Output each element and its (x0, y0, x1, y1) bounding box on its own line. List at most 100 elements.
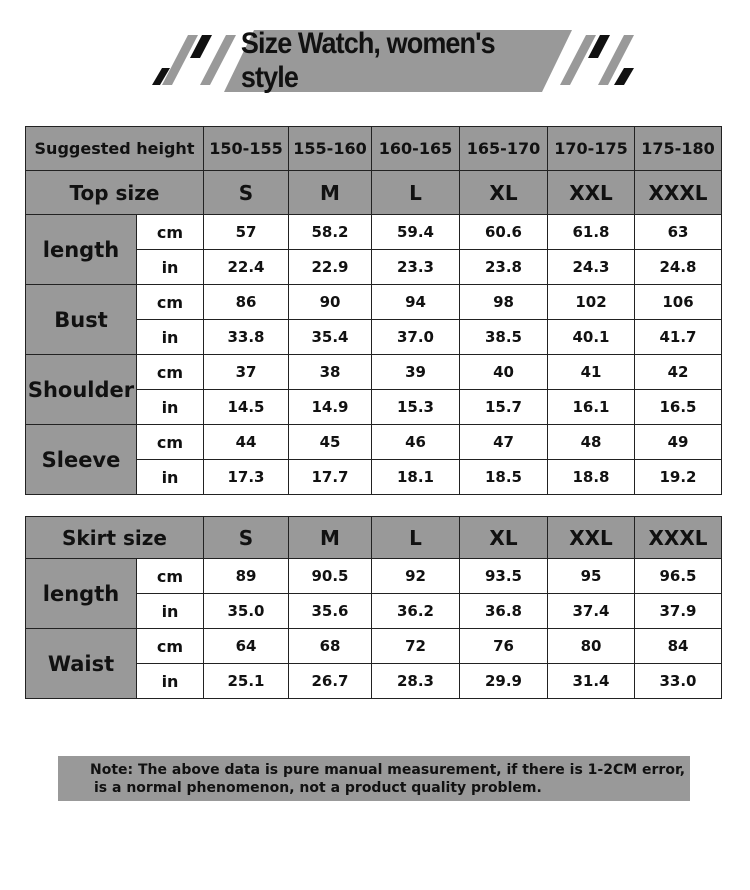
value-cell: 84 (634, 628, 722, 664)
value-cell: 23.8 (459, 249, 548, 285)
value-cell: 15.3 (371, 389, 460, 425)
value-cell: 16.1 (547, 389, 635, 425)
size-header: S (203, 170, 289, 215)
value-cell: 41 (547, 354, 635, 390)
table-row: in 22.4 22.9 23.3 23.8 24.3 24.8 (26, 249, 722, 285)
value-cell: 92 (371, 558, 460, 594)
value-cell: 41.7 (634, 319, 722, 355)
value-cell: 47 (459, 424, 548, 460)
value-cell: 61.8 (547, 214, 635, 250)
value-cell: 37 (203, 354, 289, 390)
unit-label: cm (136, 284, 204, 320)
value-cell: 28.3 (371, 663, 460, 699)
value-cell: 93.5 (459, 558, 548, 594)
unit-label: cm (136, 214, 204, 250)
table-row: Sleeve cm 44 45 46 47 48 49 (25, 424, 722, 495)
table-row: Waist cm 64 68 72 76 80 84 (25, 628, 722, 699)
value-cell: 90.5 (288, 558, 372, 594)
table-row: Shoulder cm 37 38 39 40 41 42 (25, 354, 722, 425)
unit-label: in (136, 389, 204, 425)
size-header: XL (459, 516, 548, 559)
table-row: Bust cm 86 90 94 98 102 106 (25, 284, 722, 355)
value-cell: 89 (203, 558, 289, 594)
measurement-note: Note: The above data is pure manual meas… (58, 756, 690, 801)
value-cell: 24.3 (547, 249, 635, 285)
size-header: XXL (547, 170, 635, 215)
size-header: L (371, 170, 460, 215)
skirt-size-table: Skirt size S M L XL XXL XXXL length cm 89 90.5 92 93… (25, 516, 722, 699)
table-row: in 25.1 26.7 28.3 29.9 31.4 33.0 (26, 663, 722, 699)
value-cell: 38.5 (459, 319, 548, 355)
measurement-label: Shoulder (25, 354, 137, 425)
value-cell: 17.3 (203, 459, 289, 495)
size-header: L (371, 516, 460, 559)
value-cell: 25.1 (203, 663, 289, 699)
size-header: XXXL (634, 170, 722, 215)
size-row: Skirt size S M L XL XXL XXXL (25, 516, 722, 559)
table-row: length cm 57 58.2 59.4 60.6 61.8 63 (25, 214, 722, 285)
value-cell: 33.8 (203, 319, 289, 355)
value-cell: 48 (547, 424, 635, 460)
unit-label: cm (136, 354, 204, 390)
size-label: Skirt size (25, 516, 204, 559)
height-range: 160-165 (371, 126, 460, 171)
value-cell: 94 (371, 284, 460, 320)
value-cell: 58.2 (288, 214, 372, 250)
value-cell: 18.1 (371, 459, 460, 495)
value-cell: 39 (371, 354, 460, 390)
note-line-1: Note: The above data is pure manual meas… (90, 762, 686, 778)
value-cell: 14.9 (288, 389, 372, 425)
unit-label: cm (136, 424, 204, 460)
value-cell: 23.3 (371, 249, 460, 285)
value-cell: 24.8 (634, 249, 722, 285)
value-cell: 76 (459, 628, 548, 664)
value-cell: 42 (634, 354, 722, 390)
value-cell: 22.4 (203, 249, 289, 285)
value-cell: 36.2 (371, 593, 460, 629)
value-cell: 16.5 (634, 389, 722, 425)
value-cell: 96.5 (634, 558, 722, 594)
value-cell: 45 (288, 424, 372, 460)
value-cell: 37.4 (547, 593, 635, 629)
height-range: 165-170 (459, 126, 548, 171)
height-range: 155-160 (288, 126, 372, 171)
value-cell: 35.0 (203, 593, 289, 629)
unit-label: in (136, 593, 204, 629)
value-cell: 63 (634, 214, 722, 250)
value-cell: 95 (547, 558, 635, 594)
value-cell: 90 (288, 284, 372, 320)
note-line-2: is a normal phenomenon, not a product qu… (94, 780, 542, 796)
value-cell: 17.7 (288, 459, 372, 495)
value-cell: 22.9 (288, 249, 372, 285)
value-cell: 18.8 (547, 459, 635, 495)
height-range: 175-180 (634, 126, 722, 171)
value-cell: 80 (547, 628, 635, 664)
height-range: 150-155 (203, 126, 289, 171)
value-cell: 59.4 (371, 214, 460, 250)
measurement-label: length (25, 214, 137, 285)
table-row: in 14.5 14.9 15.3 15.7 16.1 16.5 (26, 389, 722, 425)
size-header: XL (459, 170, 548, 215)
value-cell: 37.0 (371, 319, 460, 355)
unit-label: in (136, 249, 204, 285)
value-cell: 49 (634, 424, 722, 460)
value-cell: 72 (371, 628, 460, 664)
size-label: Top size (25, 170, 204, 215)
page-title: Size Watch, women's style (240, 27, 496, 94)
unit-label: cm (136, 628, 204, 664)
value-cell: 15.7 (459, 389, 548, 425)
height-range: 170-175 (547, 126, 635, 171)
table-row: in 33.8 35.4 37.0 38.5 40.1 41.7 (26, 319, 722, 355)
value-cell: 44 (203, 424, 289, 460)
size-header: XXL (547, 516, 635, 559)
table-row: in 17.3 17.7 18.1 18.5 18.8 19.2 (26, 459, 722, 495)
value-cell: 31.4 (547, 663, 635, 699)
size-header: XXXL (634, 516, 722, 559)
value-cell: 33.0 (634, 663, 722, 699)
top-size-table: Suggested height 150-155 155-160 160-165 165… (25, 126, 722, 495)
measurement-label: Bust (25, 284, 137, 355)
value-cell: 68 (288, 628, 372, 664)
size-header: M (288, 170, 372, 215)
value-cell: 38 (288, 354, 372, 390)
value-cell: 35.6 (288, 593, 372, 629)
